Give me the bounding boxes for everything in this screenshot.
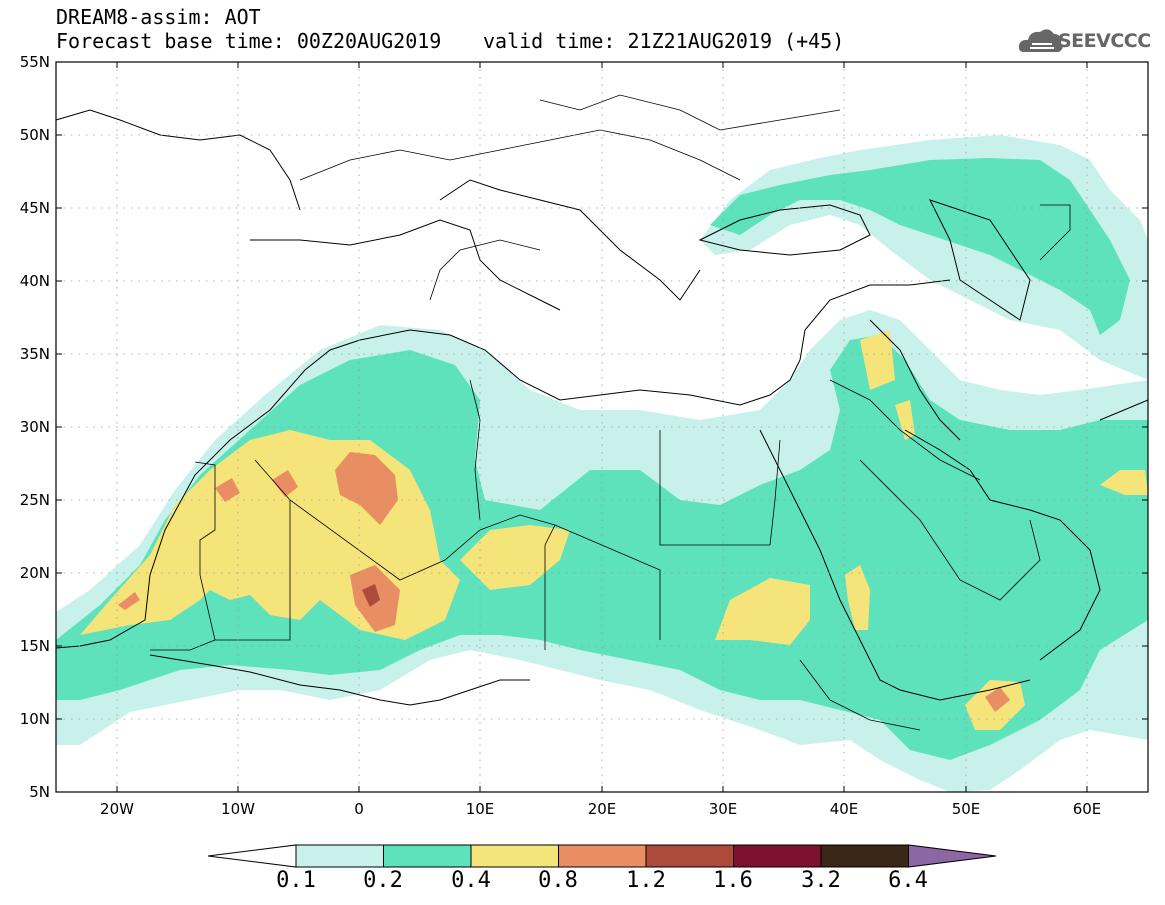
lon-label: 50E — [951, 800, 981, 818]
lon-label: 60E — [1072, 800, 1102, 818]
colorbar-label: 1.2 — [626, 868, 666, 893]
lat-label: 50N — [19, 126, 50, 144]
lat-label: 40N — [19, 272, 50, 290]
colorbar-under-triangle — [207, 844, 297, 868]
colorbar-segment — [295, 844, 384, 868]
cloud-logo-icon — [1018, 29, 1063, 52]
lon-label: 20W — [100, 800, 134, 818]
aot-level-1.2-area — [362, 584, 380, 607]
lon-label: 30E — [708, 800, 738, 818]
lat-label: 15N — [19, 637, 50, 655]
lon-label: 40E — [829, 800, 859, 818]
colorbar-segment — [558, 844, 647, 868]
valid-time: valid time: 21Z21AUG2019 (+45) — [483, 29, 845, 53]
coastlines — [55, 109, 1149, 706]
colorbar-label: 0.2 — [363, 868, 403, 893]
axis-ticks — [56, 62, 1148, 792]
colorbar-label: 6.4 — [888, 868, 928, 893]
colorbar-over-triangle — [908, 844, 997, 868]
colorbar-label: 0.4 — [451, 868, 491, 893]
lon-label: 10E — [465, 800, 495, 818]
lat-label: 45N — [19, 199, 50, 217]
map-title: DREAM8-assim: AOT — [56, 5, 261, 29]
colorbar-segment — [820, 844, 909, 868]
logo-text: SEEVCCC — [1058, 30, 1151, 52]
colorbar — [207, 844, 997, 868]
lon-label: 10W — [221, 800, 255, 818]
colorbar-segment — [645, 844, 734, 868]
lat-label: 30N — [19, 418, 50, 436]
colorbar-segment — [470, 844, 559, 868]
lat-label: 55N — [19, 53, 50, 71]
colorbar-label: 0.1 — [276, 868, 316, 893]
lat-label: 10N — [19, 710, 50, 728]
colorbar-label: 0.8 — [538, 868, 578, 893]
forecast-base-time: Forecast base time: 00Z20AUG2019 — [56, 29, 442, 53]
country-borders — [150, 94, 1071, 731]
lat-label: 20N — [19, 564, 50, 582]
colorbar-label: 1.6 — [713, 868, 753, 893]
lat-label: 25N — [19, 491, 50, 509]
lon-label: 0 — [354, 800, 364, 818]
colorbar-segment — [383, 844, 472, 868]
colorbar-label: 3.2 — [801, 868, 841, 893]
graticule — [56, 62, 1148, 792]
colorbar-segment — [733, 844, 822, 868]
lat-label: 5N — [29, 783, 50, 801]
lon-label: 20E — [587, 800, 617, 818]
lat-label: 35N — [19, 345, 50, 363]
